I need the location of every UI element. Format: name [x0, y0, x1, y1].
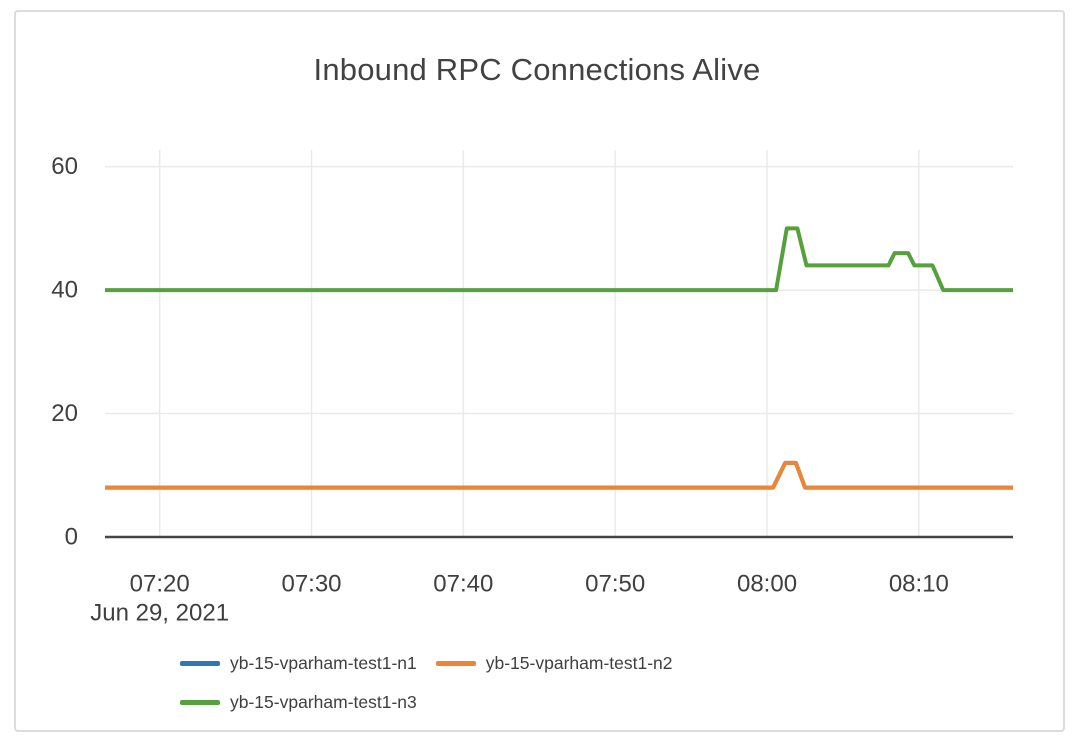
- legend-item[interactable]: yb-15-vparham-test1-n1: [180, 652, 417, 675]
- series-line-yb-15-vparham-test1-n2[interactable]: [105, 460, 1013, 490]
- series-line-yb-15-vparham-test1-n3[interactable]: [105, 226, 1013, 293]
- x-tick-label: 07:20: [130, 571, 190, 598]
- legend-item[interactable]: yb-15-vparham-test1-n3: [180, 691, 417, 714]
- legend-label: yb-15-vparham-test1-n1: [230, 653, 417, 673]
- x-tick-label: 07:50: [585, 571, 645, 598]
- legend-label: yb-15-vparham-test1-n2: [485, 653, 673, 673]
- chart-card: [14, 10, 1065, 732]
- series-line-yb-15-vparham-test1-n1[interactable]: [105, 460, 1013, 490]
- legend-label: yb-15-vparham-test1-n3: [230, 692, 417, 712]
- x-tick-label: 07:40: [433, 571, 493, 598]
- legend-swatch-icon: [180, 700, 220, 705]
- y-tick-label: 40: [51, 277, 78, 304]
- y-tick-label: 0: [65, 524, 78, 551]
- x-tick-label: 07:30: [281, 571, 341, 598]
- x-tick-label: 08:00: [737, 571, 797, 598]
- y-tick-label: 20: [51, 400, 78, 427]
- legend: yb-15-vparham-test1-n1 yb-15-vparham-tes…: [180, 652, 700, 714]
- y-tick-label: 60: [51, 153, 78, 180]
- legend-swatch-icon: [435, 661, 476, 666]
- legend-item[interactable]: yb-15-vparham-test1-n2: [435, 652, 673, 675]
- x-tick-label: 08:10: [889, 571, 949, 598]
- legend-swatch-icon: [180, 661, 220, 666]
- x-axis-date-label: Jun 29, 2021: [90, 600, 229, 627]
- chart-title: Inbound RPC Connections Alive: [313, 52, 761, 87]
